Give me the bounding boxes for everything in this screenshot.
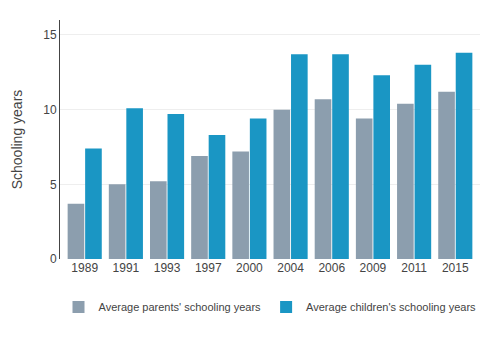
svg-text:1989: 1989 xyxy=(71,261,98,275)
svg-text:2000: 2000 xyxy=(236,261,263,275)
svg-text:2004: 2004 xyxy=(277,261,304,275)
svg-text:10: 10 xyxy=(43,103,57,117)
svg-text:1991: 1991 xyxy=(113,261,140,275)
svg-text:15: 15 xyxy=(43,28,57,42)
svg-text:1997: 1997 xyxy=(195,261,222,275)
svg-text:2009: 2009 xyxy=(360,261,387,275)
svg-text:0: 0 xyxy=(50,252,57,266)
svg-text:Average parents' schooling yea: Average parents' schooling years xyxy=(99,301,262,313)
svg-text:2011: 2011 xyxy=(401,261,427,275)
svg-text:2015: 2015 xyxy=(442,261,469,275)
svg-text:2006: 2006 xyxy=(318,261,345,275)
svg-text:5: 5 xyxy=(50,178,57,192)
svg-text:Schooling years: Schooling years xyxy=(9,90,25,190)
svg-text:1993: 1993 xyxy=(154,261,181,275)
svg-text:Average children's schooling y: Average children's schooling years xyxy=(306,301,476,313)
